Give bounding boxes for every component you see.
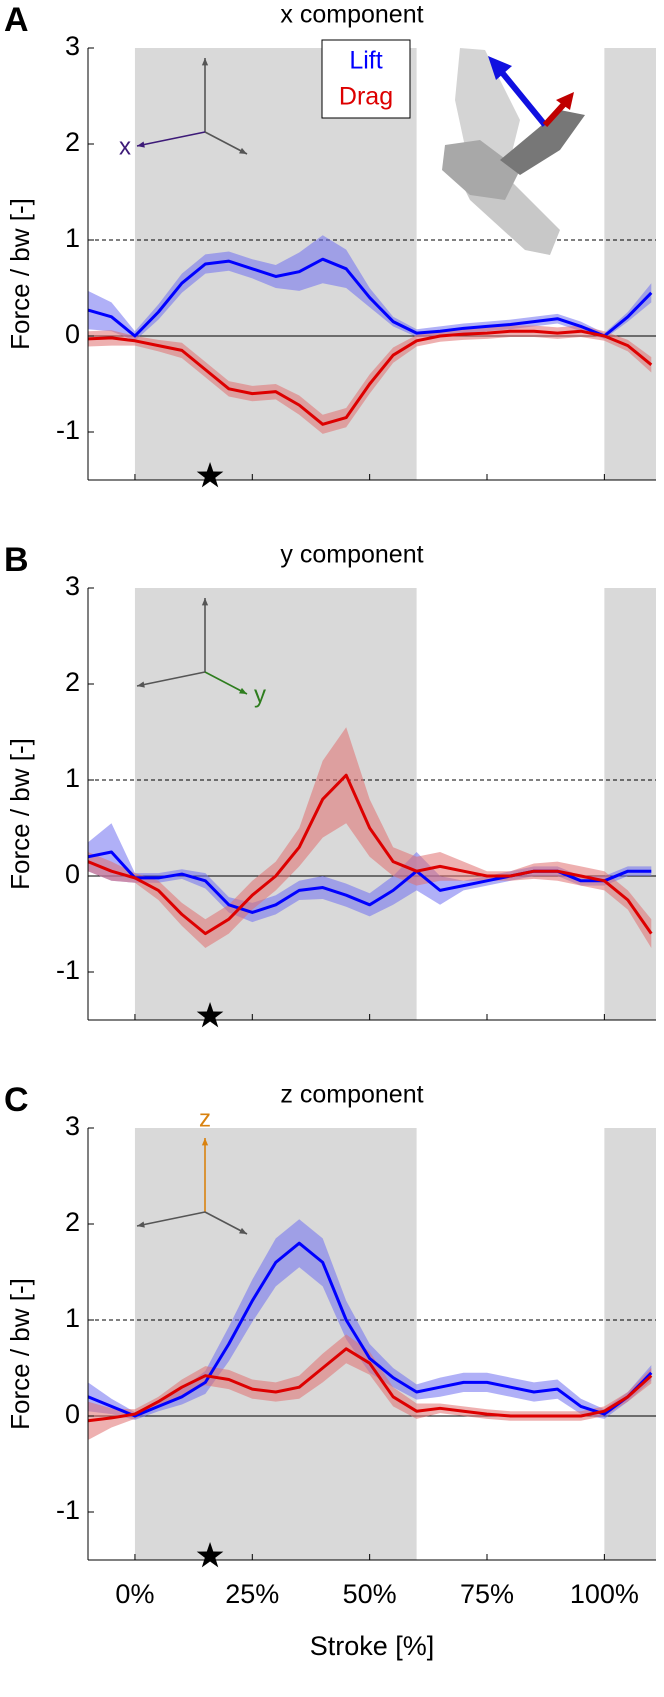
legend-label: Drag: [339, 83, 393, 111]
axis-glyph-label: x: [119, 133, 131, 160]
lift-arrowhead: [488, 56, 512, 80]
bird-body: [442, 140, 520, 200]
y-tick-label: -1: [56, 955, 80, 985]
panel: -1 0 1 2 3 B y component Force / bw [-] y: [4, 541, 656, 1028]
glyph-axis: [136, 131, 206, 147]
shaded-region: [604, 588, 656, 1020]
x-tick-label: 75%: [460, 1579, 514, 1609]
y-axis-label: Force / bw [-]: [5, 738, 35, 890]
shaded-region: [604, 1128, 656, 1560]
x-tick-label: 25%: [225, 1579, 279, 1609]
glyph-axis: [204, 1211, 248, 1235]
panel-letter: A: [4, 1, 29, 39]
drag-arrow: [542, 100, 568, 128]
y-tick-label: 2: [65, 1207, 80, 1237]
y-tick-label: 0: [65, 1399, 80, 1429]
series-line: [88, 257, 653, 338]
y-axis-label: Force / bw [-]: [5, 198, 35, 350]
panel: -1 0 1 2 3 A x component Force / bw [-] x Lift Dra…: [4, 1, 656, 488]
y-tick-label: 1: [65, 763, 80, 793]
glyph-axis: [136, 671, 206, 687]
drag-arrowhead: [556, 92, 574, 110]
panel-letter: B: [4, 541, 29, 579]
series-line: [88, 1241, 653, 1418]
y-axis-label: Force / bw [-]: [5, 1278, 35, 1430]
legend-box: [321, 39, 411, 119]
error-band: [88, 1334, 652, 1440]
x-tick-label: 0%: [115, 1579, 154, 1609]
error-band: [88, 823, 652, 923]
chart-title: z component: [280, 1081, 423, 1109]
glyph-arrowhead: [239, 1227, 247, 1234]
legend-label: Lift: [349, 47, 382, 75]
series-line: [88, 1347, 653, 1423]
axis-glyph-label: z: [199, 1105, 211, 1132]
series-line: [88, 329, 653, 426]
glyph-arrowhead: [201, 58, 209, 66]
glyph-arrowhead: [137, 681, 145, 688]
glyph-arrowhead: [239, 147, 247, 154]
star-marker: [196, 1002, 224, 1028]
chart-title: x component: [280, 1, 423, 29]
panel-letter: C: [4, 1081, 29, 1119]
y-tick-label: 2: [65, 127, 80, 157]
lift-arrow: [497, 68, 548, 127]
series-line: [88, 773, 653, 936]
error-band: [88, 325, 652, 434]
y-tick-label: 1: [65, 1303, 80, 1333]
y-tick-label: 0: [65, 319, 80, 349]
shaded-region: [134, 1128, 417, 1560]
star-marker: [196, 462, 224, 488]
y-tick-label: -1: [56, 415, 80, 445]
shaded-region: [134, 48, 417, 480]
y-tick-label: 1: [65, 223, 80, 253]
y-tick-label: 2: [65, 667, 80, 697]
glyph-arrowhead: [137, 141, 145, 148]
panel: -1 0 1 2 3 0% 25% 50% 75% 100% C z component Force /…: [4, 1081, 656, 1661]
axis-glyph-label: y: [254, 681, 266, 708]
y-tick-label: 3: [65, 1111, 80, 1141]
error-band: [88, 727, 652, 948]
chart-title: y component: [280, 541, 423, 569]
y-tick-label: 3: [65, 571, 80, 601]
glyph-arrowhead: [239, 687, 247, 694]
glyph-arrowhead: [201, 598, 209, 606]
glyph-axis: [204, 671, 248, 695]
bird-tail: [500, 110, 585, 175]
glyph-axis: [136, 1211, 206, 1227]
shaded-region: [604, 48, 656, 480]
glyph-axis: [204, 131, 248, 155]
x-tick-label: 100%: [570, 1579, 639, 1609]
shaded-region: [134, 588, 417, 1020]
y-tick-label: -1: [56, 1495, 80, 1525]
glyph-arrowhead: [137, 1221, 145, 1228]
x-tick-label: 50%: [343, 1579, 397, 1609]
glyph-arrowhead: [201, 1138, 209, 1146]
y-tick-label: 0: [65, 859, 80, 889]
star-marker: [196, 1542, 224, 1568]
y-tick-label: 3: [65, 31, 80, 61]
x-axis-label: Stroke [%]: [310, 1631, 435, 1661]
